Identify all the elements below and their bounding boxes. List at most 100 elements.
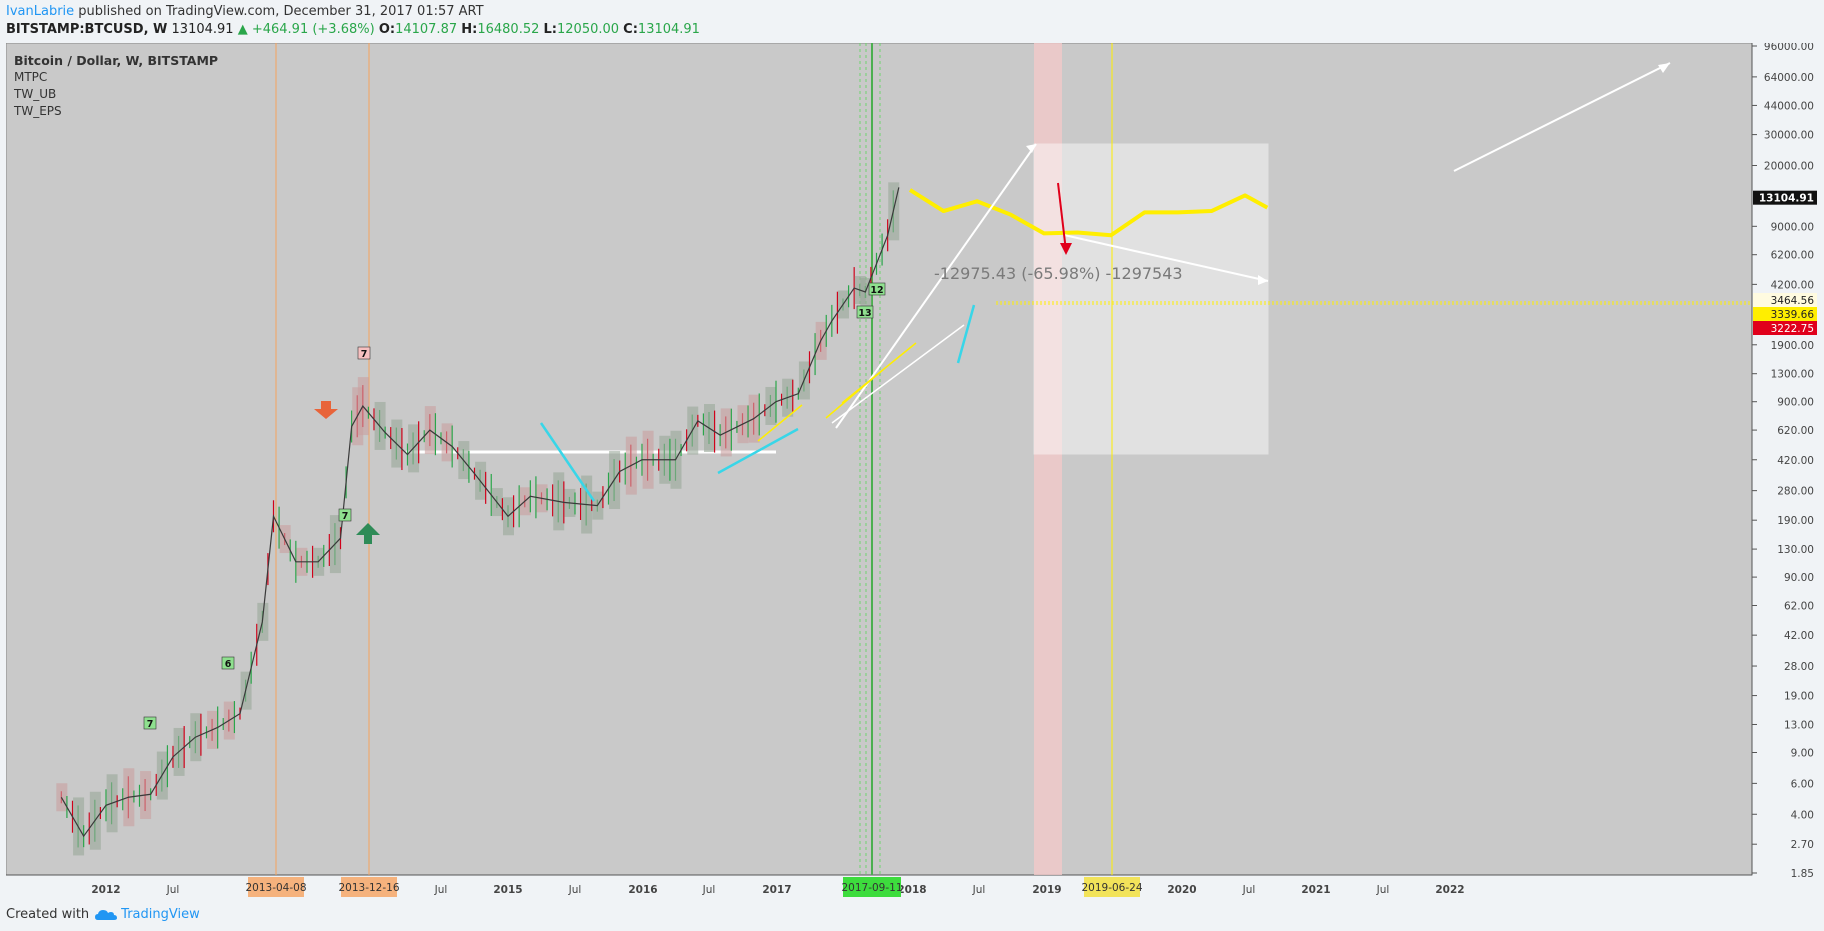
y-tick-label: 9000.00 xyxy=(1771,221,1814,233)
x-tick-label: 2018 xyxy=(897,884,926,896)
y-tick-label: 42.00 xyxy=(1784,630,1814,642)
y-tick-label: 1.85 xyxy=(1791,868,1814,880)
x-tick-label: Jul xyxy=(568,884,582,896)
close-label: C: xyxy=(623,22,638,37)
x-tick-label: 2020 xyxy=(1167,884,1196,896)
price-badge-label: 3222.75 xyxy=(1771,323,1814,335)
candle-count-badge xyxy=(868,282,886,296)
plot-background xyxy=(5,42,1753,876)
date-badge-label: 2019-06-24 xyxy=(1081,882,1142,894)
candle-count-badge xyxy=(338,508,352,522)
price-chart[interactable]: -12975.43 (-65.98%) -1297543 7 6 7 7 13 12 96… xyxy=(5,41,1818,905)
red-zone xyxy=(1034,43,1062,875)
date-badge xyxy=(1084,877,1140,897)
last-price: 13104.91 xyxy=(171,22,234,37)
y-tick-label: 420.00 xyxy=(1777,455,1814,467)
candle-count-label: 7 xyxy=(342,511,349,522)
y-tick-label: 130.00 xyxy=(1777,544,1814,556)
close-value: 13104.91 xyxy=(637,22,700,37)
buy-arrow-icon xyxy=(356,523,380,544)
x-tick-label: Jul xyxy=(434,884,448,896)
low-label: L: xyxy=(543,22,557,37)
publish-header: IvanLabrie published on TradingView.com,… xyxy=(6,3,484,20)
date-badge xyxy=(341,877,397,897)
chart-legend: Bitcoin / Dollar, W, BITSTAMP MTPC TW_UB… xyxy=(14,52,218,120)
y-tick-label: 1300.00 xyxy=(1771,369,1814,381)
x-tick-label: 2021 xyxy=(1301,884,1330,896)
arrow-long-term xyxy=(1453,62,1671,172)
measure-text: -12975.43 (-65.98%) -1297543 xyxy=(934,264,1183,283)
cyan-arrow-2 xyxy=(717,427,799,475)
arrow-2017-trend xyxy=(831,324,965,424)
candle-count-badge xyxy=(143,716,157,730)
y-tick-label: 28.00 xyxy=(1784,661,1814,673)
date-badge xyxy=(843,877,901,897)
open-value: 14107.87 xyxy=(395,22,458,37)
yellow-arrow-3 xyxy=(841,342,917,404)
x-tick-label: 2019 xyxy=(1032,884,1061,896)
y-tick-label: 280.00 xyxy=(1777,486,1814,498)
price-badge xyxy=(1753,307,1817,321)
candle-count-badge xyxy=(856,305,874,319)
x-tick-label: Jul xyxy=(1376,884,1390,896)
legend-indicator[interactable]: MTPC xyxy=(14,70,48,84)
x-tick-label: 2022 xyxy=(1435,884,1464,896)
arrow-head xyxy=(1658,63,1670,73)
y-tick-label: 13.00 xyxy=(1784,719,1814,731)
price-badges: 13104.91 3464.56 3339.66 3222.75 xyxy=(1753,190,1817,335)
drawing-arrows xyxy=(314,62,1671,544)
y-tick-label: 4.00 xyxy=(1791,809,1814,821)
price-axis: 96000.00 64000.00 44000.00 30000.00 20000.00… xyxy=(1752,41,1814,880)
footer: Created with TradingView xyxy=(6,904,200,926)
candle-count-badge xyxy=(221,656,235,670)
red-arrow-head xyxy=(1060,243,1072,255)
symbol-label: BITSTAMP:BTCUSD, W xyxy=(6,22,168,37)
legend-title: Bitcoin / Dollar, W, BITSTAMP xyxy=(14,53,219,68)
projection-line xyxy=(908,188,1269,238)
x-tick-label: Jul xyxy=(166,884,180,896)
x-tick-label: Jul xyxy=(702,884,716,896)
candle-count-label: 12 xyxy=(870,285,883,296)
legend-indicator[interactable]: TW_EPS xyxy=(14,104,62,118)
measure-box xyxy=(1033,143,1269,455)
arrow-head xyxy=(1258,275,1268,285)
y-tick-label: 62.00 xyxy=(1784,600,1814,612)
price-badge xyxy=(1753,293,1817,307)
arrow-down-right xyxy=(1063,234,1269,282)
price-badge-label: 13104.91 xyxy=(1759,193,1814,205)
y-tick-label: 6.00 xyxy=(1791,778,1814,790)
chart-area[interactable]: -12975.43 (-65.98%) -1297543 7 6 7 7 13 12 96… xyxy=(5,41,1818,905)
x-tick-label: 2012 xyxy=(91,884,120,896)
candle-labels: 7 6 7 7 13 12 xyxy=(143,282,886,730)
cyan-arrow-1 xyxy=(539,422,596,502)
y-tick-label: 2.70 xyxy=(1791,839,1814,851)
y-tick-label: 900.00 xyxy=(1777,397,1814,409)
candle-count-badge xyxy=(357,346,371,360)
yellow-arrow-1 xyxy=(757,404,803,442)
axis-background xyxy=(1752,43,1818,875)
time-axis: 2012 Jul Jul 2015 Jul 2016 Jul 2017 2018 Jul 2019 2… xyxy=(91,877,1465,897)
date-badge-label: 2013-12-16 xyxy=(338,882,399,894)
price-badge xyxy=(1753,190,1817,205)
low-value: 12050.00 xyxy=(557,22,620,37)
author-link[interactable]: IvanLabrie xyxy=(6,4,75,19)
candle-count-label: 13 xyxy=(858,308,871,319)
publish-info: published on TradingView.com, December 3… xyxy=(74,4,484,19)
x-tick-label: Jul xyxy=(1242,884,1256,896)
y-tick-label: 19.00 xyxy=(1784,691,1814,703)
open-label: O: xyxy=(378,22,396,37)
tradingview-link[interactable]: TradingView xyxy=(95,904,200,926)
price-badge xyxy=(1753,321,1817,335)
x-tick-label: Jul xyxy=(972,884,986,896)
date-badge-label: 2017-09-11 xyxy=(841,882,902,894)
vertical-lines xyxy=(275,43,1113,875)
date-badge-label: 2013-04-08 xyxy=(245,882,306,894)
price-change: ▲ +464.91 (+3.68%) xyxy=(237,22,375,37)
arrow-head xyxy=(1026,144,1036,153)
y-tick-label: 64000.00 xyxy=(1764,72,1814,84)
price-badge-label: 3464.56 xyxy=(1771,295,1815,307)
red-drop-arrow xyxy=(1057,182,1067,252)
legend-indicator[interactable]: TW_UB xyxy=(14,87,57,101)
x-tick-label: 2017 xyxy=(762,884,791,896)
x-tick-label: 2016 xyxy=(628,884,657,896)
